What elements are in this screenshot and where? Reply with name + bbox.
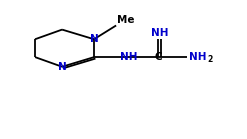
Text: 2: 2	[207, 55, 213, 64]
Text: NH: NH	[151, 28, 168, 38]
Text: C: C	[154, 52, 162, 62]
Text: NH: NH	[120, 52, 137, 62]
Text: NH: NH	[189, 52, 206, 62]
Text: Me: Me	[117, 15, 135, 25]
Text: N: N	[90, 34, 98, 44]
Text: N: N	[58, 62, 66, 72]
